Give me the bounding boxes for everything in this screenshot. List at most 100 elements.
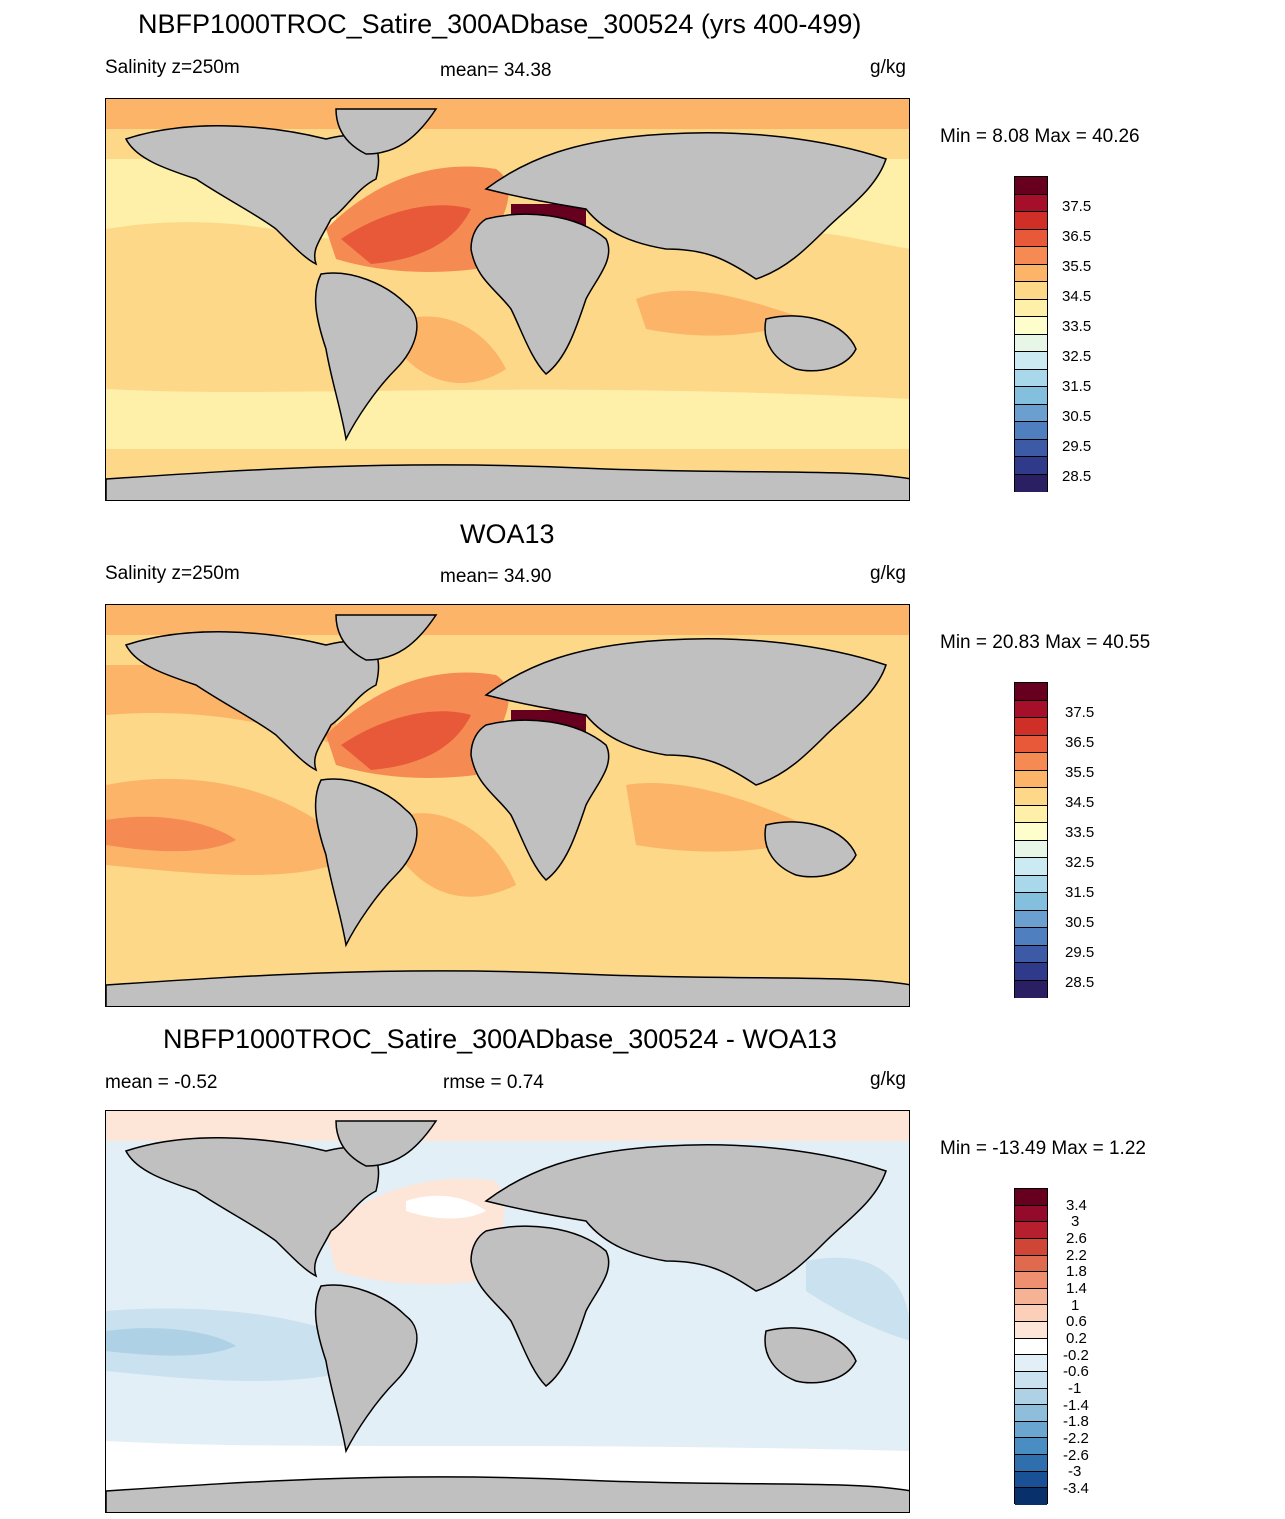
north-america <box>124 631 380 772</box>
panel2-salinity-map <box>105 604 910 1007</box>
panel3-rmse-label: rmse = 0.74 <box>443 1072 544 1093</box>
australia <box>764 315 857 372</box>
panel3-units-label: g/kg <box>870 1069 906 1090</box>
colorbar-box <box>1015 963 1047 981</box>
colorbar-box <box>1015 980 1047 998</box>
panel2-map-svg <box>106 605 909 1006</box>
eurasia <box>484 132 887 280</box>
colorbar-tick-label: -1.4 <box>1063 1397 1089 1414</box>
panel2-variable-label: Salinity z=250m <box>105 563 240 584</box>
south-atlantic-salty <box>406 316 506 383</box>
colorbar-box <box>1015 823 1047 841</box>
colorbar-tick-label: 29.5 <box>1062 438 1092 455</box>
antarctica <box>106 464 909 500</box>
colorbar-box <box>1015 858 1047 876</box>
subtropical-atlantic-max <box>341 205 471 264</box>
colorbar-box <box>1015 788 1047 806</box>
colorbar-tick-label: -3 <box>1068 1463 1082 1480</box>
west-pacific-negative <box>806 1257 909 1341</box>
southern-ocean-fresh <box>106 389 909 449</box>
africa <box>470 213 610 375</box>
colorbar-box <box>1015 212 1047 230</box>
arctic-band <box>106 605 909 635</box>
australia <box>764 821 857 878</box>
panel1-title: NBFP1000TROC_Satire_300ADbase_300524 (yr… <box>138 9 862 39</box>
eurasia <box>484 1144 887 1292</box>
colorbar-box <box>1015 1305 1047 1322</box>
colorbar-box <box>1015 194 1047 212</box>
colorbar-tick-label: 2.2 <box>1066 1247 1087 1264</box>
colorbar-box <box>1015 928 1047 946</box>
southern-ocean-neutral <box>106 1441 909 1491</box>
colorbar-box <box>1015 299 1047 317</box>
colorbar-box <box>1015 229 1047 247</box>
colorbar-tick-label: -1.8 <box>1063 1413 1089 1430</box>
south-america <box>314 272 418 442</box>
colorbar-box <box>1015 893 1047 911</box>
colorbar-tick-label: 32.5 <box>1062 348 1092 365</box>
panel2-minmax-label: Min = 20.83 Max = 40.55 <box>940 632 1151 653</box>
colorbar-box <box>1015 1338 1047 1356</box>
colorbar-box <box>1015 1421 1047 1439</box>
colorbar-box <box>1015 1189 1047 1206</box>
panel1-colorbar <box>1014 176 1048 492</box>
antarctica <box>106 1476 909 1512</box>
colorbar-tick-label: 37.5 <box>1062 198 1092 215</box>
colorbar-tick-label: 1.8 <box>1066 1263 1087 1280</box>
colorbar-tick-label: 3.4 <box>1066 1197 1087 1214</box>
colorbar-box <box>1015 352 1047 370</box>
colorbar-box <box>1015 387 1047 405</box>
colorbar-box <box>1015 700 1047 718</box>
colorbar-box <box>1015 1272 1047 1289</box>
colorbar-tick-label: 28.5 <box>1062 468 1092 485</box>
colorbar-tick-label: 34.5 <box>1062 288 1092 305</box>
colorbar-box <box>1015 735 1047 753</box>
colorbar-box <box>1015 683 1047 701</box>
colorbar-box <box>1015 718 1047 736</box>
panel3-difference-map <box>105 1110 910 1513</box>
colorbar-box <box>1015 770 1047 788</box>
colorbar-box <box>1015 1405 1047 1422</box>
colorbar-box <box>1015 334 1047 352</box>
colorbar-tick-label: 0.2 <box>1066 1330 1087 1347</box>
colorbar-box <box>1015 1388 1047 1406</box>
colorbar-tick-label: -0.6 <box>1063 1363 1089 1380</box>
greenland <box>335 614 438 661</box>
colorbar-tick-label: 1.4 <box>1066 1280 1087 1297</box>
colorbar-tick-label: 0.6 <box>1066 1313 1087 1330</box>
panel1-variable-label: Salinity z=250m <box>105 57 240 78</box>
colorbar-box <box>1015 422 1047 440</box>
colorbar-box <box>1015 1455 1047 1472</box>
colorbar-box <box>1015 1238 1047 1256</box>
colorbar-box <box>1015 875 1047 893</box>
colorbar-tick-label: 33.5 <box>1062 318 1092 335</box>
continents <box>106 108 909 500</box>
colorbar-tick-label: 30.5 <box>1065 914 1095 931</box>
colorbar-tick-label: 37.5 <box>1065 704 1095 721</box>
colorbar-tick-label: 3 <box>1071 1213 1080 1230</box>
panel2-colorbar <box>1014 682 1048 998</box>
australia <box>764 1327 857 1384</box>
colorbar-box <box>1015 1355 1047 1372</box>
indian-ocean-salty <box>636 290 806 336</box>
panel2-title: WOA13 <box>460 519 555 549</box>
colorbar-box <box>1015 264 1047 282</box>
panel1-salinity-map <box>105 98 910 501</box>
south-pacific-negative <box>106 1308 386 1381</box>
colorbar-box <box>1015 439 1047 457</box>
north-atlantic-neutral <box>406 1195 486 1219</box>
colorbar-tick-label: 2.6 <box>1066 1230 1087 1247</box>
continents <box>106 1120 909 1512</box>
colorbar-tick-label: 29.5 <box>1065 944 1095 961</box>
colorbar-box <box>1015 404 1047 422</box>
colorbar-tick-label: 31.5 <box>1062 378 1092 395</box>
colorbar-box <box>1015 1255 1047 1273</box>
panel2-mean-label: mean= 34.90 <box>440 566 552 587</box>
south-pacific-max <box>106 816 236 852</box>
arctic-band <box>106 99 909 129</box>
colorbar-tick-label: 31.5 <box>1065 884 1095 901</box>
colorbar-tick-label: -3.4 <box>1063 1480 1089 1497</box>
panel1-minmax-label: Min = 8.08 Max = 40.26 <box>940 126 1140 147</box>
colorbar-box <box>1015 1438 1047 1455</box>
colorbar-tick-label: 28.5 <box>1065 974 1095 991</box>
